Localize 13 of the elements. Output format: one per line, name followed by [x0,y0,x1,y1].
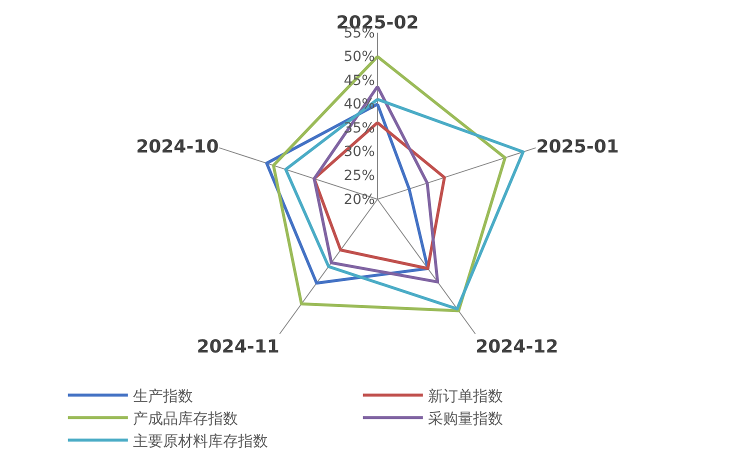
legend-label: 产成品库存指数 [132,409,238,428]
spoke-label: 2024-11 [196,336,280,358]
spoke-label: 2025-01 [536,136,619,158]
spoke-label: 2024-10 [136,136,219,158]
spoke-label: 2024-12 [476,336,558,358]
y-tick-label: 25% [344,168,375,184]
legend-label: 主要原材料库存指数 [132,432,268,450]
y-tick-label: 30% [344,144,375,160]
y-tick-label: 50% [344,49,375,66]
y-tick-label: 20% [344,192,375,208]
legend-label: 采购量指数 [428,409,503,428]
legend-label: 生产指数 [132,386,193,405]
legend-label: 新订单指数 [428,386,503,405]
